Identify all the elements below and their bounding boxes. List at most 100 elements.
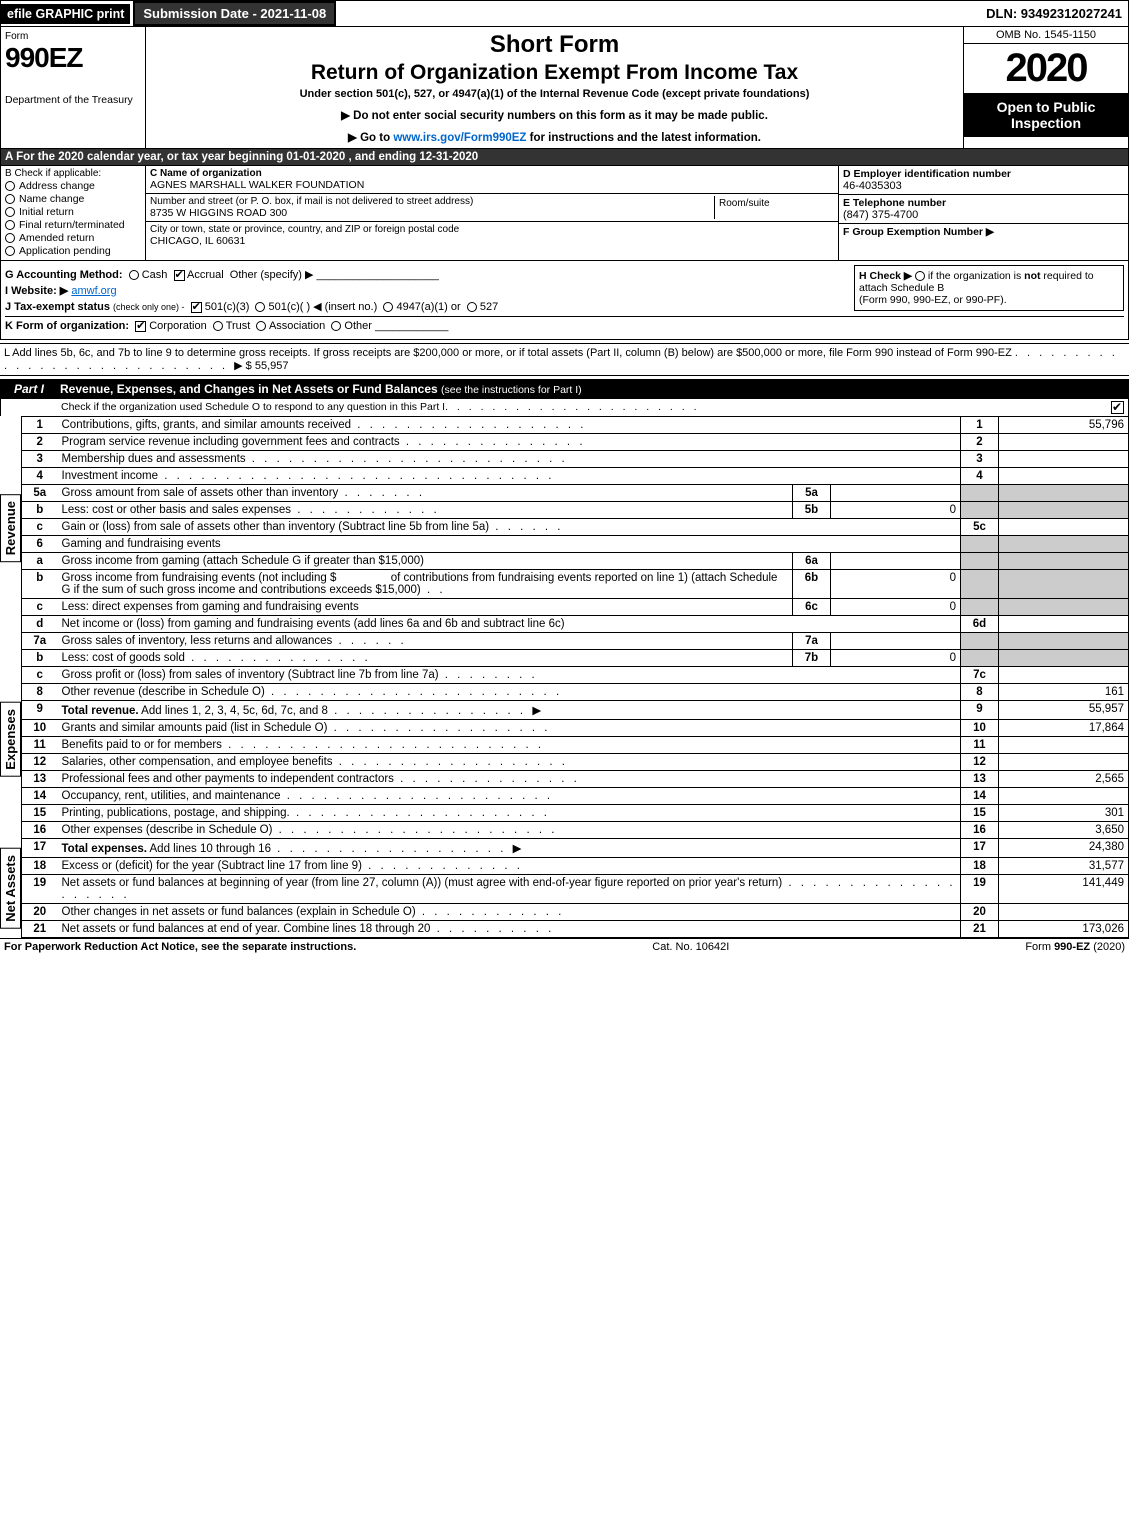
part-1-title: Revenue, Expenses, and Changes in Net As… (60, 382, 438, 396)
checkbox-h[interactable] (915, 271, 925, 281)
omb-number: OMB No. 1545-1150 (964, 27, 1128, 44)
b-item-0: Address change (19, 180, 95, 192)
j-opt4: 527 (480, 301, 498, 313)
checkbox-4947[interactable] (383, 302, 393, 312)
radio-cash[interactable] (129, 270, 139, 280)
line-3-desc: Membership dues and assessments (62, 453, 246, 465)
j-opt2: 501(c)( ) ◀ (insert no.) (269, 301, 378, 313)
section-a-tax-year: A For the 2020 calendar year, or tax yea… (0, 149, 1129, 166)
form-number: 990EZ (5, 42, 141, 74)
table-row: bLess: cost or other basis and sales exp… (22, 502, 1129, 519)
checkbox-address-change[interactable] (5, 181, 15, 191)
line-14-desc: Occupancy, rent, utilities, and maintena… (62, 790, 281, 802)
k-trust: Trust (226, 320, 251, 332)
website-link[interactable]: amwf.org (71, 285, 116, 297)
irs-link[interactable]: www.irs.gov/Form990EZ (393, 132, 526, 144)
h-label: H Check ▶ (859, 270, 912, 282)
line-6d-desc: Net income or (loss) from gaming and fun… (62, 618, 565, 630)
line-5a-subval (831, 485, 961, 502)
h-not: not (1024, 270, 1040, 282)
goto-post: for instructions and the latest informat… (526, 132, 761, 144)
checkbox-trust[interactable] (213, 321, 223, 331)
g-accrual: Accrual (187, 269, 224, 281)
line-4-amt (999, 468, 1129, 485)
lines-table: 1Contributions, gifts, grants, and simil… (21, 416, 1129, 938)
line-7a-sub: 7a (793, 633, 831, 650)
checkbox-application-pending[interactable] (5, 246, 15, 256)
ein: 46-4035303 (843, 180, 1124, 192)
c-name-label: C Name of organization (150, 168, 834, 179)
efile-label: efile GRAPHIC print (1, 4, 130, 24)
line-2-desc: Program service revenue including govern… (62, 436, 400, 448)
j-label: J Tax-exempt status (5, 301, 110, 313)
table-row: 3Membership dues and assessments . . . .… (22, 451, 1129, 468)
line-7c-amt (999, 667, 1129, 684)
form-title-cell: Short Form Return of Organization Exempt… (146, 27, 963, 148)
line-5a-desc: Gross amount from sale of assets other t… (62, 487, 339, 499)
section-h: H Check ▶ if the organization is not req… (854, 265, 1124, 311)
line-13-amt: 2,565 (999, 771, 1129, 788)
f-label: F Group Exemption Number ▶ (843, 226, 1124, 238)
radio-accrual[interactable] (174, 270, 185, 281)
cat-no: Cat. No. 10642I (652, 941, 729, 953)
j-sub: (check only one) - (113, 302, 185, 312)
section-c-org: C Name of organization AGNES MARSHALL WA… (146, 166, 838, 260)
revenue-tab: Revenue (0, 494, 21, 562)
section-l: L Add lines 5b, 6c, and 7b to line 9 to … (0, 343, 1129, 376)
part-1-header: Part I Revenue, Expenses, and Changes in… (0, 379, 1129, 399)
k-other: Other (344, 320, 372, 332)
checkbox-schedule-o[interactable] (1111, 401, 1124, 414)
e-label: E Telephone number (843, 197, 1124, 209)
checkbox-501c[interactable] (255, 302, 265, 312)
d-label: D Employer identification number (843, 168, 1124, 180)
check-o-text: Check if the organization used Schedule … (61, 401, 445, 414)
section-k: K Form of organization: Corporation Trus… (5, 316, 1124, 332)
b-item-4: Amended return (19, 232, 94, 244)
line-16-amt: 3,650 (999, 822, 1129, 839)
checkbox-final-return[interactable] (5, 220, 15, 230)
line-5c-desc: Gain or (loss) from sale of assets other… (62, 521, 490, 533)
line-15-desc: Printing, publications, postage, and shi… (62, 807, 290, 819)
line-6c-sub: 6c (793, 599, 831, 616)
checkbox-name-change[interactable] (5, 194, 15, 204)
line-8-desc: Other revenue (describe in Schedule O) (62, 686, 265, 698)
short-form-title: Short Form (150, 31, 959, 59)
line-20-desc: Other changes in net assets or fund bala… (62, 906, 416, 918)
line-11-desc: Benefits paid to or for members (62, 739, 222, 751)
table-row: 20Other changes in net assets or fund ba… (22, 904, 1129, 921)
line-21-desc: Net assets or fund balances at end of ye… (62, 923, 431, 935)
line-5b-desc: Less: cost or other basis and sales expe… (62, 504, 292, 516)
line-10-desc: Grants and similar amounts paid (list in… (62, 722, 328, 734)
checkbox-corporation[interactable] (135, 321, 146, 332)
checkbox-initial-return[interactable] (5, 207, 15, 217)
checkbox-amended-return[interactable] (5, 233, 15, 243)
line-12-amt (999, 754, 1129, 771)
checkbox-association[interactable] (256, 321, 266, 331)
under-section: Under section 501(c), 527, or 4947(a)(1)… (150, 88, 959, 100)
line-4-desc: Investment income (62, 470, 159, 482)
line-2-amt (999, 434, 1129, 451)
j-opt3: 4947(a)(1) or (396, 301, 460, 313)
line-5b-subval: 0 (831, 502, 961, 519)
line-9-amt: 55,957 (999, 701, 1129, 720)
schedule-o-check-line: Check if the organization used Schedule … (0, 399, 1129, 416)
line-6c-subval: 0 (831, 599, 961, 616)
line-7a-desc: Gross sales of inventory, less returns a… (62, 635, 333, 647)
checkbox-527[interactable] (467, 302, 477, 312)
checkbox-other-org[interactable] (331, 321, 341, 331)
ghijk-block: H Check ▶ if the organization is not req… (0, 261, 1129, 340)
line-6b-subval: 0 (831, 570, 961, 599)
submission-date: Submission Date - 2021-11-08 (133, 1, 336, 26)
line-1-amt: 55,796 (999, 417, 1129, 434)
table-row: 4Investment income . . . . . . . . . . .… (22, 468, 1129, 485)
c-city-label: City or town, state or province, country… (150, 224, 834, 235)
table-row: bGross income from fundraising events (n… (22, 570, 1129, 599)
form-ref-post: (2020) (1090, 941, 1125, 953)
net-assets-tab: Net Assets (0, 848, 21, 929)
checkbox-501c3[interactable] (191, 302, 202, 313)
ssn-warning: ▶ Do not enter social security numbers o… (150, 108, 959, 122)
line-7b-desc: Less: cost of goods sold (62, 652, 185, 664)
org-street: 8735 W HIGGINS ROAD 300 (150, 207, 714, 219)
b-label: B Check if applicable: (5, 168, 141, 179)
table-row: 9Total revenue. Add lines 1, 2, 3, 4, 5c… (22, 701, 1129, 720)
